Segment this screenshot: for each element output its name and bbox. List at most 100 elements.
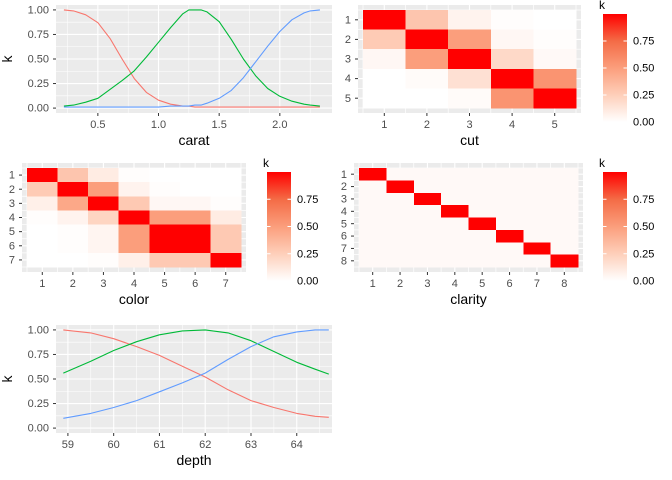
y-tick-label: 3 <box>345 54 351 66</box>
heatmap-tile <box>359 168 387 181</box>
x-tick-label: 3 <box>466 119 472 131</box>
legend-tick <box>623 280 627 282</box>
heatmap-tile <box>210 238 242 254</box>
heatmap-tile <box>441 254 469 268</box>
legend-tick-label: 0.00 <box>297 276 318 288</box>
legend-tick <box>267 253 271 255</box>
x-tick-label: 6 <box>192 278 198 290</box>
y-tick-label: 4 <box>345 73 351 85</box>
heatmap-tile <box>359 217 387 231</box>
heatmap-tile <box>468 205 497 218</box>
x-tick-label: 8 <box>561 278 567 290</box>
heatmap-tile <box>118 210 150 225</box>
heatmap-tile <box>210 224 242 240</box>
line-series-cluster-green <box>63 9 320 107</box>
heatmap-tile <box>490 49 534 70</box>
legend-tick-label: 0.75 <box>633 194 654 206</box>
legend-tick-label: 0.00 <box>633 117 654 129</box>
heatmap-tile <box>448 49 492 70</box>
x-tick-label: 2.0 <box>272 119 287 131</box>
y-tick-label: 1 <box>341 169 347 181</box>
heatmap-tile <box>179 252 211 268</box>
heatmap-tile <box>441 192 469 206</box>
heatmap-tile <box>533 68 577 89</box>
x-axis-title: carat <box>178 132 209 148</box>
legend-tick <box>603 67 607 69</box>
legend-tick <box>603 253 607 255</box>
legend-tick <box>287 226 291 227</box>
heatmap-tile <box>88 252 120 268</box>
heatmap-tile <box>57 182 89 197</box>
heatmap-tile <box>179 210 211 225</box>
heatmap-tile <box>448 68 492 89</box>
heatmap-tile <box>57 224 89 240</box>
legend-tick <box>287 198 291 200</box>
heatmap-tile <box>363 10 406 30</box>
x-tick-label: 2 <box>397 278 403 290</box>
heatmap-tile <box>441 168 469 181</box>
heatmap-tile <box>441 229 469 243</box>
heatmap-tile <box>405 29 449 50</box>
heatmap-tile <box>468 180 497 194</box>
x-axis-title: depth <box>176 452 211 468</box>
heatmap-tile <box>405 88 449 109</box>
x-tick-label: 4 <box>452 278 458 290</box>
heatmap-tile <box>210 252 242 268</box>
y-tick-label: 5 <box>341 218 347 230</box>
heatmap-tile <box>490 29 534 50</box>
heatmap-tile <box>149 252 181 268</box>
heatmap-tile <box>495 217 524 231</box>
chart-depth-line: 59 60 61 62 63 64 0.00 0.25 0.50 0.75 1.00 depth k <box>0 320 336 480</box>
y-tick-label: 0.00 <box>28 423 49 435</box>
heatmap-tile <box>490 68 534 89</box>
y-tick-label: 4 <box>341 206 347 218</box>
y-axis-title: k <box>0 375 15 383</box>
x-tick-label: 59 <box>62 439 74 451</box>
heatmap-tile <box>118 168 150 183</box>
heatmap-tile <box>441 180 469 194</box>
legend-tick-label: 0.75 <box>297 194 318 206</box>
y-tick-label: 5 <box>9 226 15 238</box>
line-series-cluster-green <box>63 329 329 375</box>
heatmap-tile <box>468 192 497 206</box>
x-tick-label: 1.5 <box>212 119 227 131</box>
heatmap-tile <box>523 168 552 181</box>
heatmap-tile <box>363 88 406 109</box>
legend-tick <box>287 253 291 255</box>
x-tick-label: 5 <box>479 278 485 290</box>
heatmap-tile <box>179 224 211 240</box>
x-axis-title: clarity <box>450 291 487 307</box>
heatmap-tile <box>210 182 242 197</box>
y-tick-label: 0.75 <box>28 29 49 41</box>
heatmap-tile <box>533 29 577 50</box>
heatmap-tile <box>27 182 58 197</box>
heatmap-tile <box>550 242 579 256</box>
legend-tick <box>623 67 627 69</box>
x-axis-title: color <box>119 291 150 307</box>
heatmap-tile <box>88 210 120 225</box>
heatmap-tile <box>413 229 442 243</box>
heatmap-tile <box>413 205 442 218</box>
heatmap-tile <box>495 229 524 243</box>
heatmap-tile <box>533 10 577 30</box>
heatmap-tile <box>550 229 579 243</box>
heatmap-tile <box>149 238 181 254</box>
chart-carat-line: 0.5 1.0 1.5 2.0 0.00 0.25 0.50 0.75 1.00 carat k <box>0 0 336 150</box>
heatmap-tile <box>363 49 406 70</box>
legend-title: k <box>599 156 606 170</box>
line-series-cluster-red <box>63 329 329 418</box>
heatmap-tile <box>413 242 442 256</box>
heatmap-tile <box>149 196 181 211</box>
heatmap-tile <box>88 182 120 197</box>
y-tick-label: 1.00 <box>28 325 49 337</box>
heatmap-tile <box>523 192 552 206</box>
y-tick-label: 2 <box>9 184 15 196</box>
legend-tick-label: 0.50 <box>633 63 654 75</box>
heatmap-tile <box>88 168 120 183</box>
chart-clarity-heatmap: 1 2 3 4 5 6 7 8 1 2 3 4 5 6 7 8 clarity k 0.00 0.25 0.50 0.75 <box>336 150 672 320</box>
legend-tick <box>623 198 627 200</box>
heatmap-tile <box>550 217 579 231</box>
x-tick-label: 1.0 <box>151 119 166 131</box>
heatmap-tile <box>88 224 120 240</box>
